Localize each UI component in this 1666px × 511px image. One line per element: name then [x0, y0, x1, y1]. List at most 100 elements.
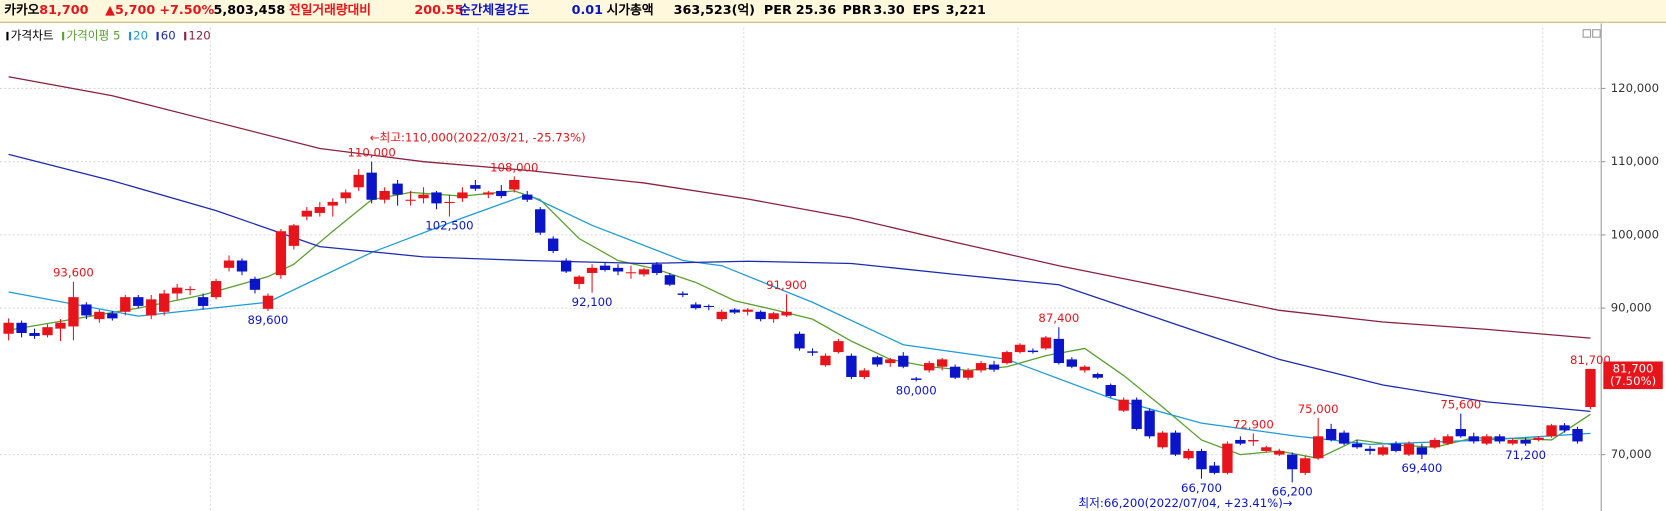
candle-body: [742, 309, 753, 312]
candle-body: [1157, 432, 1168, 448]
window-button[interactable]: [1582, 29, 1592, 38]
candle-body: [496, 190, 507, 197]
candle-body: [470, 185, 481, 189]
candle-body: [1585, 368, 1596, 408]
candle-body: [171, 287, 183, 294]
candle-body: [1105, 385, 1116, 397]
legend-label: 60: [161, 29, 176, 43]
candle-body: [197, 297, 209, 306]
candle-body: [988, 364, 1000, 370]
candle-body: [898, 355, 909, 367]
candle-body: [275, 231, 287, 276]
candle-body: [1066, 359, 1078, 367]
candle-body: [1300, 458, 1311, 473]
candle-body: [81, 304, 92, 316]
volume: 5,803,458: [214, 3, 286, 18]
candle-body: [872, 357, 883, 365]
candle-body: [1196, 450, 1207, 470]
candle-body: [1390, 443, 1402, 451]
candle-body: [288, 225, 300, 246]
last-change-label: (7.50%): [1610, 374, 1656, 388]
candle-body: [159, 293, 170, 312]
candle-body: [535, 209, 546, 233]
info-value: 363,523(억): [674, 3, 755, 18]
candle-body: [1559, 425, 1570, 431]
window-button[interactable]: [1592, 29, 1601, 38]
info-label: PER: [764, 3, 792, 18]
candle-body: [120, 297, 131, 312]
candle-body: [1416, 447, 1428, 455]
candle-body: [1546, 425, 1557, 437]
candle-body: [1131, 399, 1142, 429]
candle-body: [379, 190, 390, 200]
low-label: 89,600: [248, 313, 289, 327]
candle-body: [405, 199, 416, 201]
candle-body: [1144, 410, 1155, 437]
candle-body: [1235, 439, 1246, 444]
candle-body: [457, 192, 468, 199]
candle-body: [911, 378, 922, 380]
candle-body: [3, 322, 14, 334]
candle-body: [794, 333, 805, 349]
candle-body: [1481, 436, 1492, 444]
info-label: 순간체결강도: [459, 2, 530, 18]
legend-label: 가격차트: [11, 29, 54, 43]
high-note: ←최고:110,000(2022/03/21, -25.73%): [370, 131, 586, 145]
candle-body: [612, 267, 624, 272]
candle-body: [223, 260, 235, 268]
candle-body: [1274, 450, 1285, 455]
candle-body: [1377, 447, 1389, 455]
low-label: 102,500: [425, 219, 473, 233]
candle-body: [677, 293, 689, 295]
y-tick-label: 100,000: [1611, 227, 1659, 241]
candle-body: [1429, 439, 1441, 448]
candle-body: [1403, 443, 1415, 455]
candle-body: [1053, 338, 1065, 364]
candle-body: [431, 192, 442, 204]
info-label: 시가총액: [607, 2, 654, 18]
candle-body: [509, 179, 520, 190]
candle-body: [1014, 344, 1026, 353]
candle-body: [1442, 436, 1454, 444]
candle-body: [1118, 399, 1129, 411]
candle-body: [1209, 465, 1220, 473]
low-label: 66,200: [1272, 484, 1313, 498]
price: 81,700: [39, 3, 88, 18]
stock-name: 카카오: [4, 3, 39, 18]
candle-body: [353, 174, 364, 188]
last-price-label: 81,700: [1613, 361, 1654, 375]
candle-body: [975, 363, 987, 371]
legend-label: 20: [133, 29, 148, 43]
candle-body: [483, 192, 494, 195]
low-label: 69,400: [1401, 461, 1442, 475]
high-label: 91,900: [766, 278, 807, 292]
candle-body: [55, 322, 66, 329]
candle-body: [560, 260, 572, 272]
candle-body: [68, 297, 79, 327]
candle-body: [846, 355, 857, 377]
info-label: EPS: [913, 3, 940, 18]
candle-body: [16, 322, 27, 334]
candle-body: [820, 355, 831, 366]
candle-body: [1001, 352, 1013, 364]
candle-body: [1287, 454, 1298, 470]
candle-body: [301, 210, 313, 217]
ma-line: [8, 76, 1591, 339]
info-label: 전일거래량대비: [289, 2, 371, 18]
candle-body: [1533, 437, 1544, 440]
low-label: 71,200: [1505, 448, 1546, 462]
candle-body: [366, 172, 377, 200]
candle-body: [729, 309, 740, 313]
candle-body: [690, 304, 701, 309]
high-label: 108,000: [490, 160, 538, 174]
candle-body: [1170, 432, 1181, 455]
info-value: 200.55: [414, 3, 463, 18]
candle-body: [651, 264, 663, 273]
legend-swatch: [184, 31, 187, 41]
candle-body: [949, 366, 961, 378]
legend-label: 120: [188, 29, 210, 43]
legend-label: 가격이평 5: [66, 29, 120, 43]
candle-body: [340, 192, 351, 199]
candle-body: [1248, 439, 1259, 442]
